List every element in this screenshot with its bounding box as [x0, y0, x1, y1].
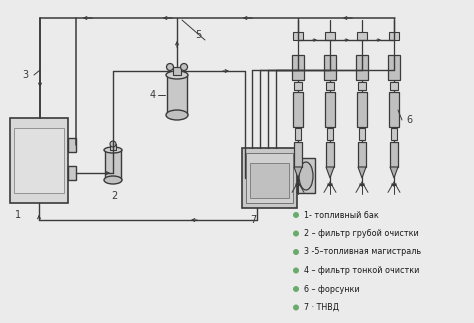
Bar	[14, 128, 64, 193]
Bar	[391, 128, 397, 140]
Ellipse shape	[166, 71, 188, 79]
Bar	[167, 75, 187, 115]
Text: 6 – форсунки: 6 – форсунки	[304, 285, 360, 294]
Bar	[326, 142, 334, 167]
Bar	[324, 55, 336, 80]
Text: 3 -5–топливная магистраль: 3 -5–топливная магистраль	[304, 247, 421, 256]
Polygon shape	[358, 167, 366, 178]
Bar	[250, 163, 289, 198]
Bar	[358, 142, 366, 167]
Polygon shape	[294, 167, 302, 178]
Polygon shape	[326, 167, 334, 178]
Bar	[390, 142, 398, 167]
Text: 7 · ТНВД: 7 · ТНВД	[304, 303, 339, 312]
Circle shape	[166, 64, 173, 70]
Bar	[327, 128, 333, 140]
Bar	[110, 144, 116, 150]
Ellipse shape	[166, 110, 188, 120]
Text: 4 – фильтр тонкой очистки: 4 – фильтр тонкой очистки	[304, 266, 419, 275]
Ellipse shape	[104, 176, 122, 184]
Text: 3: 3	[22, 70, 28, 80]
Bar	[325, 32, 335, 40]
Bar	[389, 92, 399, 127]
Ellipse shape	[299, 162, 313, 190]
Bar	[389, 32, 399, 40]
Circle shape	[293, 212, 299, 218]
Bar	[357, 32, 367, 40]
Circle shape	[110, 141, 116, 147]
Bar	[388, 55, 400, 80]
Polygon shape	[390, 167, 398, 178]
Bar	[293, 32, 303, 40]
Bar	[294, 142, 302, 167]
Bar	[242, 148, 297, 208]
Bar	[356, 55, 368, 80]
Bar	[10, 118, 68, 203]
Circle shape	[293, 286, 299, 292]
Text: 6: 6	[406, 115, 412, 125]
Text: 1- топливный бак: 1- топливный бак	[304, 211, 379, 220]
Circle shape	[293, 231, 299, 236]
Bar	[325, 92, 335, 127]
Bar	[173, 67, 181, 75]
Bar	[246, 153, 293, 203]
Text: 1: 1	[15, 210, 21, 220]
Text: 2 – фильтр грубой очистки: 2 – фильтр грубой очистки	[304, 229, 419, 238]
Circle shape	[293, 267, 299, 274]
Circle shape	[181, 64, 188, 70]
Text: 7: 7	[250, 215, 256, 225]
Bar	[68, 166, 76, 180]
Bar	[297, 158, 315, 193]
Bar	[390, 82, 398, 90]
Bar	[293, 92, 303, 127]
Bar	[359, 128, 365, 140]
Bar	[295, 128, 301, 140]
Text: 2: 2	[111, 191, 117, 201]
Text: 4: 4	[150, 90, 156, 100]
Circle shape	[293, 305, 299, 310]
Bar	[68, 138, 76, 152]
Circle shape	[293, 249, 299, 255]
Ellipse shape	[104, 147, 122, 153]
Bar	[358, 82, 366, 90]
Bar	[292, 55, 304, 80]
Bar	[294, 82, 302, 90]
Text: 5: 5	[195, 30, 201, 40]
Bar	[105, 150, 121, 180]
Bar	[357, 92, 367, 127]
Bar	[326, 82, 334, 90]
